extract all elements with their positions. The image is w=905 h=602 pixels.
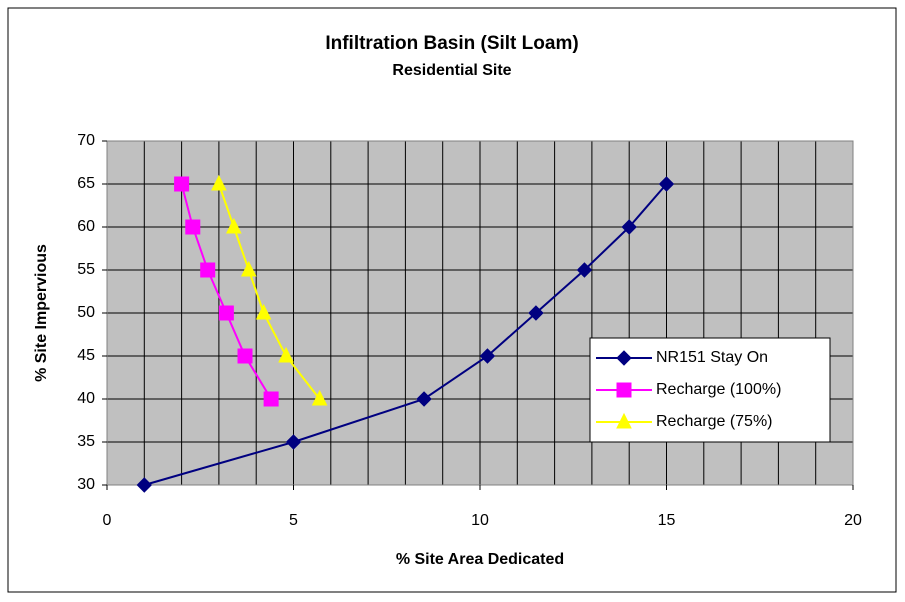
y-tick-label: 50 <box>77 304 95 321</box>
x-axis-label: % Site Area Dedicated <box>396 551 564 568</box>
marker <box>136 477 153 493</box>
marker <box>576 262 593 278</box>
marker <box>278 346 294 363</box>
x-tick-label: 20 <box>844 512 862 529</box>
marker <box>200 262 216 278</box>
marker <box>237 348 253 364</box>
legend-marker <box>616 412 632 429</box>
marker <box>174 176 190 192</box>
marker <box>658 176 675 192</box>
legend-label: Recharge (100%) <box>656 381 781 398</box>
marker <box>311 389 328 406</box>
legend-label: Recharge (75%) <box>656 413 773 430</box>
x-tick-label: 5 <box>289 512 298 529</box>
marker <box>185 219 201 235</box>
y-tick-label: 40 <box>77 390 95 407</box>
marker <box>263 391 279 407</box>
series-line <box>217 183 321 400</box>
marker <box>240 260 257 277</box>
y-tick-label: 60 <box>77 218 95 235</box>
marker <box>285 434 302 450</box>
marker <box>416 391 432 407</box>
series-line <box>144 183 668 486</box>
y-axis-label: % Site Impervious <box>33 244 50 382</box>
marker <box>479 348 496 364</box>
marker <box>528 305 544 321</box>
marker <box>226 217 242 234</box>
y-tick-label: 55 <box>77 261 95 278</box>
marker <box>255 303 272 320</box>
y-tick-label: 65 <box>77 175 95 192</box>
y-tick-label: 70 <box>77 132 95 149</box>
marker <box>211 174 227 191</box>
legend-marker <box>616 350 632 366</box>
y-tick-label: 35 <box>77 433 95 450</box>
marker <box>621 219 637 235</box>
y-tick-label: 45 <box>77 347 95 364</box>
chart-subtitle: Residential Site <box>392 62 511 79</box>
legend-marker <box>616 382 632 398</box>
marker <box>218 305 234 321</box>
x-tick-label: 0 <box>103 512 112 529</box>
chart-title: Infiltration Basin (Silt Loam) <box>325 33 578 54</box>
x-tick-label: 15 <box>658 512 676 529</box>
legend-label: NR151 Stay On <box>656 349 768 366</box>
x-tick-label: 10 <box>471 512 489 529</box>
y-tick-label: 30 <box>77 476 95 493</box>
